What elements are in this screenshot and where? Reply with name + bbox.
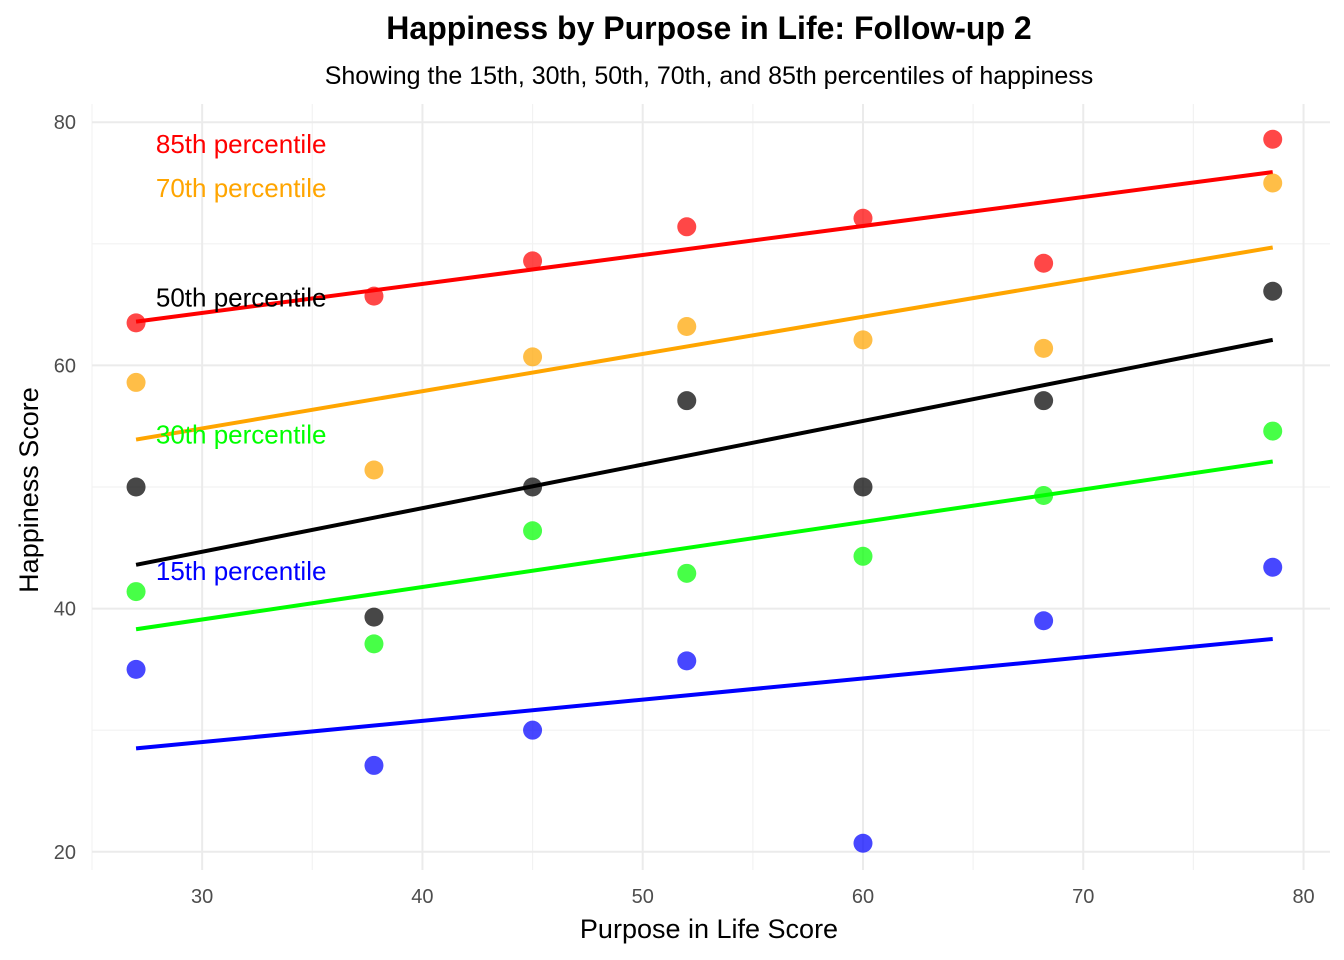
x-tick-label: 70: [1072, 886, 1094, 908]
point-70th-percentile: [853, 330, 873, 350]
point-50th-percentile: [364, 607, 384, 627]
point-50th-percentile: [126, 477, 146, 497]
point-85th-percentile: [523, 251, 543, 271]
point-70th-percentile: [364, 460, 384, 480]
point-15th-percentile: [677, 651, 697, 671]
annotation-70th-percentile: 70th percentile: [156, 173, 327, 203]
point-85th-percentile: [677, 217, 697, 237]
point-70th-percentile: [1263, 173, 1283, 193]
annotation-85th-percentile: 85th percentile: [156, 129, 327, 159]
point-50th-percentile: [1263, 281, 1283, 301]
point-30th-percentile: [853, 546, 873, 566]
point-15th-percentile: [853, 833, 873, 853]
y-tick-label: 80: [54, 112, 76, 134]
point-30th-percentile: [126, 582, 146, 602]
y-tick-label: 20: [54, 842, 76, 864]
point-50th-percentile: [1034, 391, 1054, 411]
point-50th-percentile: [853, 477, 873, 497]
x-tick-label: 40: [411, 886, 433, 908]
point-30th-percentile: [1263, 421, 1283, 441]
x-axis-title: Purpose in Life Score: [580, 914, 838, 944]
point-85th-percentile: [1263, 129, 1283, 149]
point-15th-percentile: [523, 720, 543, 740]
y-axis-title: Happiness Score: [14, 387, 44, 593]
fit-line-85th-percentile: [135, 170, 1273, 324]
point-70th-percentile: [1034, 338, 1054, 358]
chart-subtitle: Showing the 15th, 30th, 50th, 70th, and …: [325, 62, 1094, 90]
point-30th-percentile: [523, 521, 543, 541]
point-70th-percentile: [523, 347, 543, 367]
grid: [91, 104, 1330, 870]
point-30th-percentile: [677, 563, 697, 583]
point-30th-percentile: [1034, 486, 1054, 506]
point-15th-percentile: [126, 659, 146, 679]
fit-line-50th-percentile: [135, 337, 1274, 567]
point-70th-percentile: [677, 317, 697, 337]
annotation-30th-percentile: 30th percentile: [156, 420, 327, 450]
point-85th-percentile: [1034, 253, 1054, 273]
point-15th-percentile: [1263, 557, 1283, 577]
annotation-50th-percentile: 50th percentile: [156, 282, 327, 312]
x-tick-label: 30: [191, 886, 213, 908]
x-tick-label: 50: [632, 886, 654, 908]
point-15th-percentile: [364, 755, 384, 775]
y-tick-label: 60: [54, 355, 76, 377]
point-30th-percentile: [364, 634, 384, 654]
percentile-annotations: 85th percentile 70th percentile 50th perce…: [156, 129, 327, 586]
chart-title: Happiness by Purpose in Life: Follow-up …: [386, 10, 1031, 46]
point-70th-percentile: [126, 372, 146, 392]
fit-line-70th-percentile: [135, 245, 1274, 442]
fit-line-15th-percentile: [135, 636, 1273, 751]
x-tick-label: 80: [1292, 886, 1314, 908]
annotation-15th-percentile: 15th percentile: [156, 556, 327, 586]
point-85th-percentile: [853, 208, 873, 228]
fit-line-30th-percentile: [135, 459, 1274, 632]
y-axis-ticks: 20 40 60 80: [54, 112, 76, 864]
point-50th-percentile: [523, 477, 543, 497]
x-tick-label: 60: [852, 886, 874, 908]
y-tick-label: 40: [54, 599, 76, 621]
point-85th-percentile: [126, 313, 146, 333]
point-50th-percentile: [677, 391, 697, 411]
point-15th-percentile: [1034, 611, 1054, 631]
data-points: [126, 129, 1283, 853]
x-axis-ticks: 30 40 50 60 70 80: [191, 886, 1315, 908]
regression-lines: [135, 170, 1274, 751]
point-85th-percentile: [364, 286, 384, 306]
